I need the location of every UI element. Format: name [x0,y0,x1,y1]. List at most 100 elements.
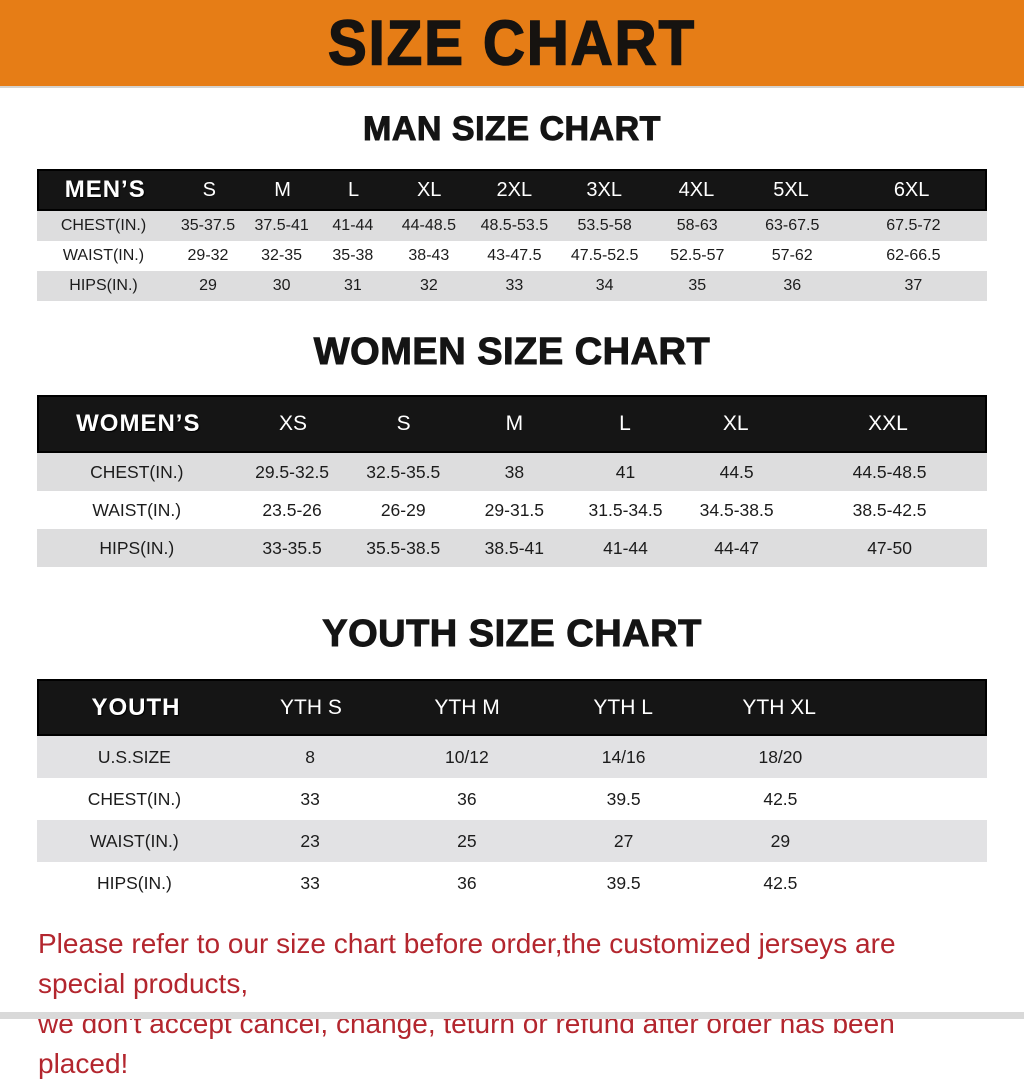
size-value: 37 [904,277,923,294]
size-value: 47.5-52.5 [570,247,639,264]
size-column-header: 3XL [586,178,622,201]
size-value: 29.5-32.5 [255,461,330,482]
table-row: HIPS(IN.) 33-35.5 35.5-38.5 38.5-41 41-44 44-… [37,529,987,567]
table-row: WAIST(IN.) 23 25 27 29 [37,820,987,862]
size-column-header: M [505,412,524,435]
size-value: 62-66.5 [886,247,941,264]
size-column-header: YTH XL [742,695,816,719]
size-value: 63-67.5 [765,217,820,234]
size-value: 23 [300,830,320,851]
women-size-table: WOMEN’S XS S M L XL XXL CHEST(IN.) 29.5-32.5 32.5… [37,395,987,567]
size-value: 37.5-41 [254,217,309,234]
table-row: HIPS(IN.) 29 30 31 32 33 34 35 36 37 [37,271,987,301]
size-value: 31.5-34.5 [588,499,663,520]
table-row: HIPS(IN.) 33 36 39.5 42.5 [37,862,987,904]
size-value: 44.5 [719,461,754,482]
size-column-header: YTH L [593,695,653,719]
size-value: 44-47 [714,537,760,558]
banner: SIZE CHART [0,0,1024,88]
size-value: 35.5-38.5 [366,537,441,558]
measurement-label: CHEST(IN.) [60,217,147,234]
table-row: WAIST(IN.) 29-32 32-35 35-38 38-43 43-47.5 47.… [37,241,987,271]
table-row: CHEST(IN.) 33 36 39.5 42.5 [37,778,987,820]
table-header-row: MEN’S S M L XL 2XL 3XL 4XL 5XL 6XL [37,169,987,211]
page-title: SIZE CHART [327,7,696,79]
size-value: 32.5-35.5 [366,461,441,482]
size-column-header: S [202,178,216,201]
table-title-cell: WOMEN’S [76,410,201,437]
size-value: 39.5 [606,788,641,809]
size-column-header: XS [278,412,307,435]
size-value: 39.5 [606,872,641,893]
section-women: WOMEN SIZE CHART WOMEN’S XS S M L XL XXL CHEST(… [0,331,1024,567]
size-value: 36 [783,277,802,294]
size-column-header: S [396,412,411,435]
size-value: 36 [457,788,477,809]
size-value: 35-37.5 [180,217,236,234]
size-value: 32-35 [261,247,303,264]
measurement-label: HIPS(IN.) [69,277,138,294]
size-value: 44-48.5 [401,217,456,234]
size-value: 38.5-41 [484,537,545,558]
size-value: 53.5-58 [577,217,632,234]
section-men: MAN SIZE CHART MEN’S S M L XL 2XL 3XL 4XL 5XL 6XL… [0,110,1024,301]
size-value: 47-50 [867,537,912,558]
size-value: 38.5-42.5 [852,499,927,520]
size-value: 38-43 [408,247,450,264]
size-value: 67.5-72 [886,217,941,234]
size-value: 41-44 [332,217,374,234]
size-value: 29 [770,830,791,851]
size-value: 29-31.5 [484,499,545,520]
size-value: 31 [343,277,362,294]
men-section-heading: MAN SIZE CHART [363,110,661,149]
size-value: 35-38 [332,247,374,264]
table-header-row: WOMEN’S XS S M L XL XXL [37,395,987,453]
size-column-header: 5XL [773,178,809,201]
size-column-header: XL [722,412,749,435]
size-value: 42.5 [763,788,798,809]
size-value: 34 [595,277,614,294]
table-title-cell: MEN’S [64,176,146,203]
size-column-header: XXL [868,412,908,435]
measurement-label: HIPS(IN.) [99,537,175,558]
size-value: 23.5-26 [262,499,322,520]
table-header-row: YOUTH YTH S YTH M YTH L YTH XL [37,679,987,736]
size-value: 29-32 [187,247,229,264]
size-value: 32 [419,277,438,294]
size-column-header: 2XL [496,178,533,201]
table-title-cell: YOUTH [91,693,181,721]
size-value: 43-47.5 [487,247,542,264]
size-value: 33 [505,277,524,294]
size-value: 26-29 [380,499,426,520]
size-value: 57-62 [771,247,813,264]
size-column-header: XL [416,178,442,201]
size-value: 29 [199,277,217,294]
size-column-header: 6XL [893,178,930,201]
measurement-label: HIPS(IN.) [96,872,172,893]
size-value: 58-63 [676,217,718,234]
table-row: CHEST(IN.) 29.5-32.5 32.5-35.5 38 41 44.5 44.5… [37,453,987,491]
size-value: 41-44 [603,537,648,558]
size-column-header: YTH S [280,695,342,719]
measurement-label: CHEST(IN.) [87,788,182,809]
size-value: 18/20 [758,746,803,767]
size-value: 33-35.5 [262,537,322,558]
table-row: CHEST(IN.) 35-37.5 37.5-41 41-44 44-48.5 48.5… [37,211,987,241]
women-section-heading: WOMEN SIZE CHART [313,331,711,374]
size-value: 25 [457,830,477,851]
size-value: 36 [457,872,477,893]
measurement-label: CHEST(IN.) [90,461,184,482]
size-column-header: L [347,178,360,201]
size-column-header: YTH M [434,695,500,719]
size-column-header: L [619,412,631,435]
size-value: 52.5-57 [670,247,725,264]
size-value: 10/12 [444,746,489,767]
size-value: 42.5 [763,872,798,893]
table-row: WAIST(IN.) 23.5-26 26-29 29-31.5 31.5-34.5 34… [37,491,987,529]
size-value: 41 [615,461,636,482]
size-column-header: 4XL [678,178,715,201]
measurement-label: WAIST(IN.) [92,499,182,520]
size-value: 27 [613,830,634,851]
size-value: 35 [688,277,707,294]
measurement-label: U.S.SIZE [97,746,171,767]
